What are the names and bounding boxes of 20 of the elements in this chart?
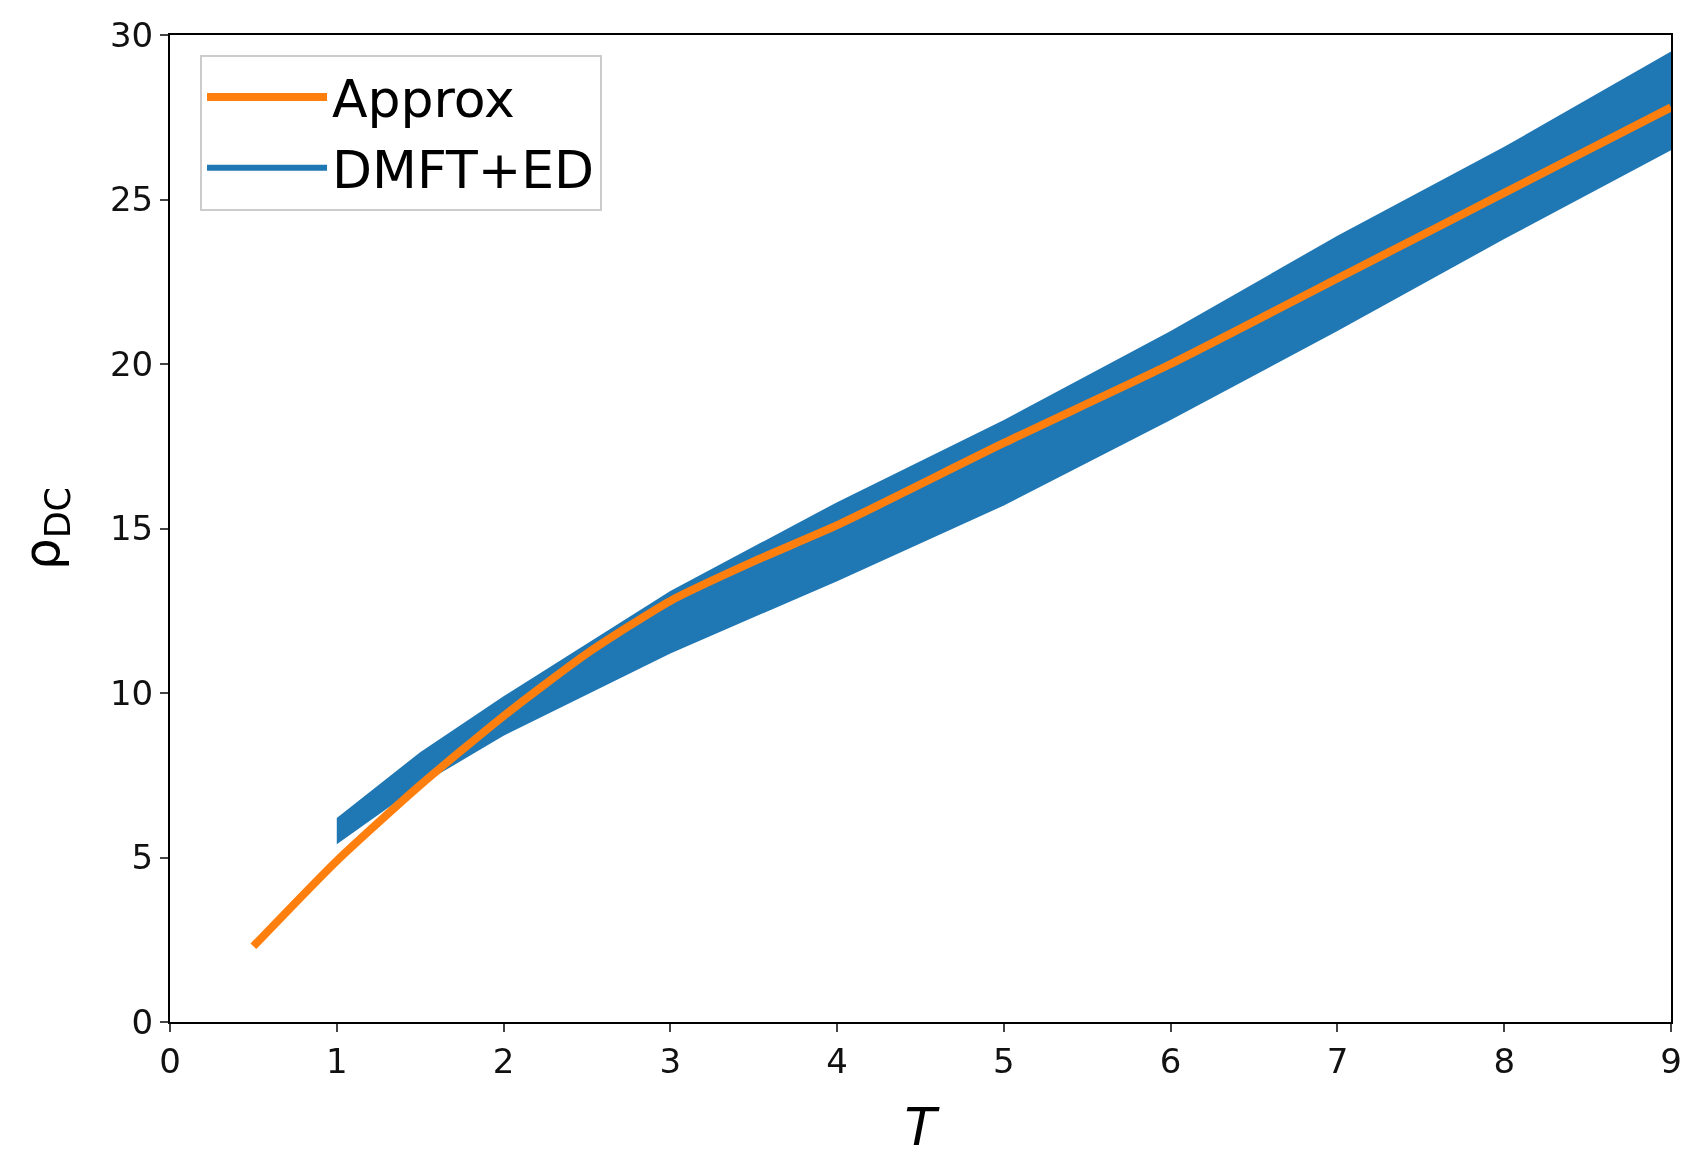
x-tick-label: 3 <box>659 1040 682 1081</box>
x-tick-label: 6 <box>1159 1040 1182 1081</box>
legend-label: Approx <box>332 69 515 130</box>
y-tick-label: 25 <box>109 179 154 220</box>
x-tick-label: 4 <box>826 1040 848 1081</box>
x-tick-label: 9 <box>1660 1040 1682 1081</box>
legend-label: DMFT+ED <box>332 139 595 200</box>
x-axis-title: T <box>904 1097 941 1157</box>
y-tick-label: 30 <box>109 14 154 55</box>
x-tick-label: 1 <box>325 1040 348 1081</box>
x-tick-label: 2 <box>492 1040 515 1081</box>
x-tick-label: 7 <box>1326 1040 1349 1081</box>
y-tick-label: 15 <box>109 508 154 549</box>
x-tick-label: 8 <box>1493 1040 1516 1081</box>
y-tick-label: 10 <box>109 672 154 713</box>
y-tick-label: 20 <box>109 343 154 384</box>
y-tick-label: 0 <box>131 1001 154 1042</box>
x-tick-label: 5 <box>993 1040 1015 1081</box>
y-tick-label: 5 <box>131 837 154 878</box>
x-tick-label: 0 <box>159 1040 181 1081</box>
